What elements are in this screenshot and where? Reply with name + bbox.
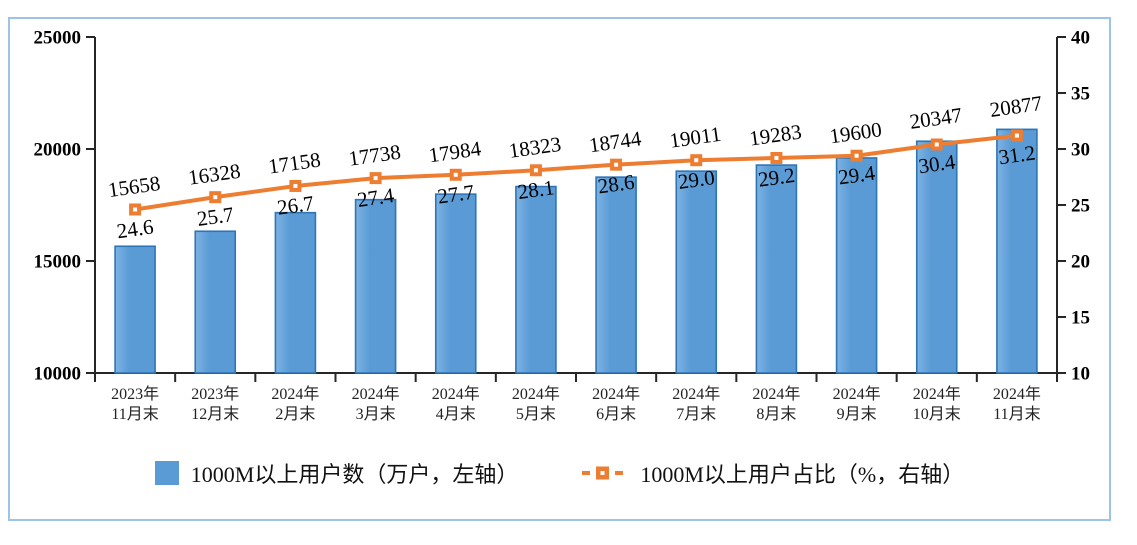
line-point-marker-center: [1014, 133, 1019, 138]
line-value-label: 29.2: [757, 163, 797, 192]
line-value-label: 28.6: [596, 170, 636, 199]
bar-value-label: 16328: [187, 159, 242, 190]
right-axis-tick-label: 20: [1071, 252, 1090, 273]
bar-value-label: 20347: [908, 103, 963, 134]
bar-series-label: 1000M以上用户数（万户，左轴）: [190, 462, 519, 487]
left-axis-tick-label: 15000: [34, 252, 82, 273]
line-point-marker-center: [934, 142, 939, 147]
line-series-marker-icon: [582, 466, 624, 480]
bar: [595, 176, 637, 374]
right-axis-tick-label: 35: [1071, 84, 1090, 105]
x-category-label: 2023年 12月末: [191, 385, 239, 423]
bar: [434, 193, 477, 374]
right-axis-tick-label: 30: [1071, 140, 1090, 161]
x-category-label: 2024年 10月末: [913, 385, 961, 423]
x-category-label: 2024年 6月末: [592, 385, 640, 423]
legend-item-bar-series: 1000M以上用户数（万户，左轴）: [154, 457, 519, 489]
line-value-label: 25.7: [195, 202, 235, 231]
right-axis-tick-label: 10: [1071, 364, 1090, 385]
line-value-label: 29.4: [837, 161, 877, 190]
right-axis-tick-label: 40: [1071, 28, 1090, 49]
left-axis-tick-label: 10000: [34, 364, 82, 385]
line-point-marker-center: [694, 158, 699, 163]
x-category-label: 2024年 5月末: [512, 385, 560, 423]
right-axis-tick-label: 15: [1071, 308, 1090, 329]
bar: [996, 128, 1038, 374]
line-value-label: 28.1: [516, 175, 556, 204]
line-point-marker-center: [293, 183, 298, 188]
line-point-marker-center: [133, 207, 138, 212]
x-category-label: 2024年 2月末: [271, 385, 319, 423]
bar: [835, 157, 878, 374]
line-series-label: 1000M以上用户占比（%，右轴）: [640, 462, 965, 487]
x-category-label: 2024年 7月末: [672, 385, 720, 423]
x-category-label: 2024年 9月末: [833, 385, 881, 423]
bar-value-label: 19011: [668, 122, 723, 153]
bar: [114, 245, 156, 374]
bar: [675, 170, 718, 374]
line-point-marker-center: [373, 176, 378, 181]
line-point-marker-center: [774, 155, 779, 160]
bar-value-label: 19600: [828, 117, 883, 148]
marker-dash-right: [615, 471, 624, 475]
x-category-label: 2024年 8月末: [752, 385, 800, 423]
bar-series-swatch-icon: [154, 461, 179, 485]
x-category-label: 2024年 3月末: [352, 385, 400, 423]
marker-dash-left: [582, 471, 591, 475]
chart-legend: 1000M以上用户数（万户，左轴） 1000M以上用户占比（%，右轴）: [8, 451, 1111, 495]
line-value-label: 30.4: [917, 149, 957, 178]
right-axis-tick-label: 25: [1071, 196, 1090, 217]
figure-border: [8, 17, 1111, 521]
bar: [194, 230, 237, 374]
line-value-label: 27.7: [436, 180, 476, 209]
bar-value-label: 18744: [587, 126, 643, 157]
line-value-label: 29.0: [676, 165, 716, 194]
bar: [755, 164, 798, 374]
marker-square-inner: [600, 471, 605, 475]
bar: [274, 211, 317, 374]
bar-value-label: 17738: [347, 140, 402, 171]
bar: [354, 198, 397, 374]
bar-value-label: 15658: [106, 171, 161, 202]
x-category-label: 2024年 4月末: [432, 385, 480, 423]
line-value-label: 27.4: [356, 183, 396, 212]
line-point-marker-center: [213, 195, 218, 200]
line-value-label: 24.6: [115, 214, 155, 243]
x-category-label: 2023年 11月末: [111, 385, 159, 423]
line-point-marker-center: [854, 153, 859, 158]
line-series: [134, 133, 1018, 212]
line-point-marker-center: [533, 168, 538, 173]
x-category-label: 2024年 11月末: [993, 385, 1041, 423]
bar: [915, 140, 958, 374]
left-axis-tick-label: 25000: [34, 28, 82, 49]
bar-value-label: 17984: [427, 136, 483, 167]
bar-value-label: 20877: [988, 91, 1043, 122]
bar: [515, 185, 557, 374]
legend-item-line-series: 1000M以上用户占比（%，右轴）: [582, 457, 964, 489]
bar-value-label: 17158: [267, 147, 322, 178]
line-value-label: 26.7: [276, 191, 316, 220]
bar-value-label: 18323: [507, 132, 562, 163]
bar-value-label: 19283: [748, 119, 803, 150]
line-point-marker-center: [614, 162, 619, 167]
line-point-marker-center: [453, 172, 458, 177]
line-value-label: 31.2: [997, 140, 1037, 169]
left-axis-tick-label: 20000: [34, 140, 82, 161]
